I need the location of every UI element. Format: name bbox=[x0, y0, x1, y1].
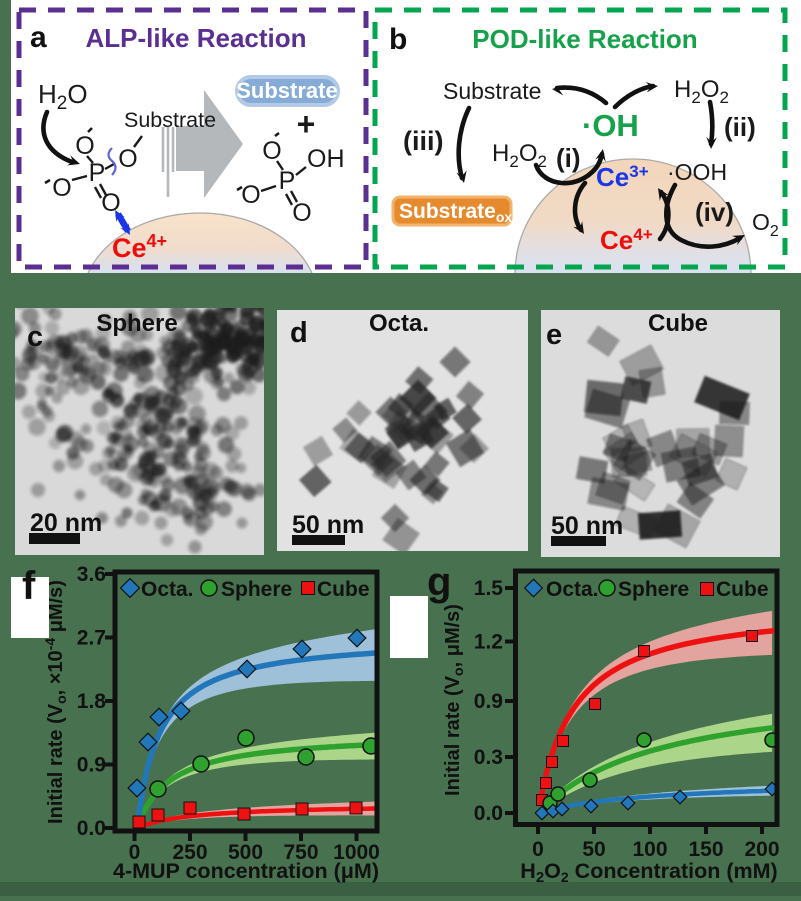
svg-text:O: O bbox=[101, 189, 120, 217]
svg-text:4-MUP concentration (μM): 4-MUP concentration (μM) bbox=[113, 859, 379, 883]
svg-text:0.9: 0.9 bbox=[474, 690, 503, 713]
svg-text:Substrateox: Substrateox bbox=[399, 200, 512, 225]
svg-text:1000: 1000 bbox=[333, 841, 380, 864]
svg-text:Cube: Cube bbox=[716, 578, 769, 601]
svg-text:Cube: Cube bbox=[648, 310, 708, 337]
svg-text:P: P bbox=[279, 167, 296, 195]
svg-text:O: O bbox=[292, 199, 311, 227]
svg-text:2.7: 2.7 bbox=[77, 627, 106, 650]
svg-text:0.0: 0.0 bbox=[77, 817, 106, 840]
svg-text:50 nm: 50 nm bbox=[551, 512, 623, 540]
svg-text:O: O bbox=[75, 132, 94, 160]
svg-text:O: O bbox=[118, 145, 137, 173]
svg-text:150: 150 bbox=[688, 838, 723, 861]
svg-text:1.5: 1.5 bbox=[474, 577, 504, 600]
svg-text:·OOH: ·OOH bbox=[667, 159, 727, 185]
svg-text:0.9: 0.9 bbox=[77, 754, 106, 777]
svg-text:Substrate: Substrate bbox=[124, 108, 216, 132]
svg-text:OH: OH bbox=[307, 145, 345, 173]
svg-text:Sphere: Sphere bbox=[221, 578, 292, 601]
svg-text:20 nm: 20 nm bbox=[30, 509, 102, 537]
svg-text:(ii): (ii) bbox=[724, 112, 756, 142]
svg-text:50 nm: 50 nm bbox=[292, 511, 364, 539]
svg-text:Octa.: Octa. bbox=[546, 578, 599, 601]
svg-text:ALP-like Reaction: ALP-like Reaction bbox=[85, 23, 306, 53]
svg-text:e: e bbox=[546, 319, 562, 351]
svg-text:a: a bbox=[30, 21, 47, 54]
svg-text:O: O bbox=[241, 181, 260, 209]
svg-text:500: 500 bbox=[228, 841, 263, 864]
svg-text:50: 50 bbox=[582, 838, 605, 861]
svg-text:250: 250 bbox=[172, 841, 207, 864]
svg-text:1.8: 1.8 bbox=[77, 690, 107, 713]
svg-text:+: + bbox=[297, 106, 316, 142]
svg-text:0: 0 bbox=[129, 841, 141, 864]
svg-text:P: P bbox=[89, 159, 106, 187]
svg-text:g: g bbox=[427, 560, 451, 604]
svg-text:f: f bbox=[22, 564, 36, 608]
svg-text:Substrate: Substrate bbox=[236, 78, 337, 103]
svg-text:Sphere: Sphere bbox=[96, 310, 177, 337]
svg-text:Cube: Cube bbox=[317, 578, 370, 601]
svg-text:O: O bbox=[262, 137, 281, 165]
svg-text:b: b bbox=[389, 23, 407, 56]
svg-text:0.0: 0.0 bbox=[474, 802, 503, 825]
svg-text:O: O bbox=[52, 174, 71, 202]
svg-text:(iii): (iii) bbox=[403, 126, 444, 156]
svg-text:750: 750 bbox=[283, 841, 318, 864]
svg-text:Octa.: Octa. bbox=[369, 310, 429, 337]
svg-text:(i): (i) bbox=[556, 143, 581, 173]
svg-text:POD-like Reaction: POD-like Reaction bbox=[472, 24, 697, 54]
svg-text:3.6: 3.6 bbox=[77, 563, 106, 586]
svg-text:100: 100 bbox=[632, 838, 667, 861]
svg-text:c: c bbox=[27, 321, 43, 353]
svg-text:H2O2 Concentration (mM): H2O2 Concentration (mM) bbox=[520, 859, 777, 886]
svg-text:Initial rate (Vo, μM/s): Initial rate (Vo, μM/s) bbox=[442, 604, 466, 796]
svg-text:Sphere: Sphere bbox=[618, 578, 689, 601]
svg-text:0.3: 0.3 bbox=[474, 746, 503, 769]
svg-text:d: d bbox=[290, 317, 308, 349]
svg-text:1.2: 1.2 bbox=[474, 631, 503, 654]
svg-text:Substrate: Substrate bbox=[443, 78, 541, 104]
svg-text:Octa.: Octa. bbox=[141, 578, 194, 601]
svg-text:·OH: ·OH bbox=[582, 108, 639, 143]
svg-text:200: 200 bbox=[744, 838, 779, 861]
svg-text:0: 0 bbox=[532, 838, 544, 861]
svg-text:(iv): (iv) bbox=[695, 197, 734, 227]
